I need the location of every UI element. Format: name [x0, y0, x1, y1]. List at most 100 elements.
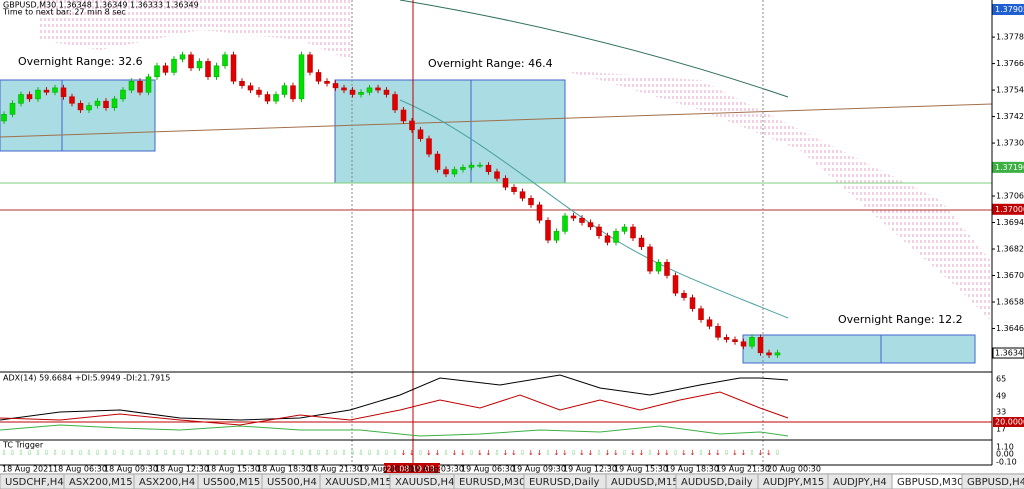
adx-tick: 49	[996, 392, 1006, 401]
tab-label[interactable]: GBPUSD,M30	[897, 477, 964, 488]
x-tick-label: 19 Aug 12:30	[563, 465, 617, 474]
candle	[154, 65, 160, 78]
tc-arrow: ↓	[503, 449, 509, 457]
candle	[103, 100, 109, 108]
tab[interactable]	[961, 473, 1024, 489]
price-tag	[992, 203, 1024, 215]
candle	[137, 80, 143, 93]
tc-arrows: ⇩ ⇩ ⇩ ⇩ ⇩ ⇩ ⇩ ⇩ ⇩ ⇩ ⇩ ⇩ ⇩ ⇩ ⇩ ⇩ ⇩ ⇩ ⇩ ⇩ ⇩ ⇩ ⇩ ⇩ ⇩ ⇩ ⇩ ⇩ ⇩ ⇩ ⇩ ⇩ ⇩ ⇩ ⇩ ⇩ ⇩ ⇩ ⇩ ⇩…	[1, 449, 780, 457]
adx-level: 20.0000	[995, 418, 1024, 427]
tc-arrow: ⇩	[1, 449, 7, 457]
tc-arrow: ↓	[588, 449, 594, 457]
tc-arrow: ⇩	[231, 449, 237, 457]
candle	[613, 231, 619, 243]
cloud	[40, 0, 350, 60]
tab-label[interactable]: XAUUSD,M15	[325, 477, 392, 488]
tab-label[interactable]: ASX200,M15	[69, 477, 133, 488]
tc-arrow: ↓	[605, 449, 611, 457]
tab-label[interactable]: ASX200,H4	[139, 477, 195, 488]
candle	[409, 120, 415, 131]
tc-arrow: ⇩	[418, 449, 424, 457]
x-tick-label: 18 Aug 15:30	[206, 465, 260, 474]
candle	[256, 89, 262, 95]
candle	[664, 262, 670, 276]
candle	[332, 83, 339, 89]
price-tag-label: 1.37905	[995, 5, 1024, 14]
tab-label[interactable]: EURUSD,M30	[459, 477, 525, 488]
annotation: Overnight Range: 32.6	[18, 55, 143, 68]
candle	[273, 94, 279, 102]
candle	[358, 92, 364, 95]
tab-label[interactable]: US500,M15	[203, 477, 260, 488]
x-tick-label: 19 Aug 15:30	[614, 465, 668, 474]
candle	[392, 94, 398, 111]
candle	[205, 61, 211, 78]
candle	[749, 337, 755, 347]
tc-tick: -0.10	[996, 458, 1017, 467]
tc-arrow: ⇩	[61, 449, 67, 457]
tc-arrow: ⇩	[647, 449, 653, 457]
candle	[706, 319, 713, 327]
candle	[766, 352, 772, 356]
tc-arrow: ⇩	[596, 449, 602, 457]
tc-arrow: ⇩	[324, 449, 330, 457]
tc-arrow: ↓	[639, 449, 645, 457]
candle	[519, 191, 526, 199]
y-tick-label: 1.37060	[996, 192, 1024, 201]
tc-arrow: ⇩	[698, 449, 704, 457]
candle	[587, 222, 594, 228]
adx-label: ADX(14) 59.6684 +DI:5.9949 -DI:21.7915	[3, 374, 170, 383]
candle	[247, 85, 254, 91]
x-tick-label: 18 Aug 12:30	[155, 465, 209, 474]
tab-label[interactable]: AUDJPY,H4	[833, 477, 887, 488]
timer: Time to next bar: 27 min 8 sec	[2, 8, 126, 17]
tc-arrow: ↓	[452, 449, 458, 457]
tab-label[interactable]: AUDJPY,M15	[763, 477, 824, 488]
tc-arrow: ⇩	[265, 449, 271, 457]
y-tick-label: 1.37780	[996, 33, 1024, 42]
candle	[341, 87, 347, 91]
candle	[162, 65, 169, 73]
adx-tick: 17	[996, 425, 1006, 434]
tc-arrow: ⇩	[129, 449, 135, 457]
tab-label[interactable]: GBPUSD,H4	[967, 477, 1024, 488]
tc-arrow: ⇩	[299, 449, 305, 457]
ma-line	[0, 103, 993, 138]
tc-arrow: ⇩	[724, 449, 730, 457]
tc-arrow: ⇩	[520, 449, 526, 457]
tc-arrow: ⇩	[214, 449, 220, 457]
candle	[9, 103, 16, 115]
y-tick-label: 1.37540	[996, 86, 1024, 95]
tab-label[interactable]: AUDUSD,Daily	[681, 477, 753, 488]
candle	[511, 186, 517, 192]
tc-arrow: ↓	[758, 449, 764, 457]
candle	[672, 275, 679, 294]
tc-arrow: ⇩	[392, 449, 398, 457]
tab-label[interactable]: XAUUSD,H4	[395, 477, 454, 488]
y-tick-label: 1.37420	[996, 112, 1024, 121]
y-tick-label: 1.37660	[996, 59, 1024, 68]
adx-line	[0, 374, 789, 421]
tab-label[interactable]: EURUSD,Daily	[529, 477, 600, 488]
candle	[230, 54, 237, 82]
x-tick-label: 18 Aug 21:30	[308, 465, 362, 474]
tc-arrow: ↓	[477, 449, 483, 457]
tc-arrow: ⇩	[44, 449, 50, 457]
candle	[596, 226, 602, 237]
x-tick-label: 18 Aug 09:30	[104, 465, 158, 474]
candle	[417, 129, 424, 139]
y-tick-label: 1.36940	[996, 218, 1024, 227]
candle	[494, 171, 500, 179]
tab-label[interactable]: AUDUSD,M15	[611, 477, 679, 488]
x-tick-label: 19 Aug 09:30	[512, 465, 566, 474]
tab-label[interactable]: USDCHF,H4	[5, 477, 64, 488]
tab-label[interactable]: US500,H4	[267, 477, 317, 488]
price-tag	[992, 3, 1024, 15]
y-tick-label: 1.36700	[996, 271, 1024, 280]
tc-arrow: ⇩	[749, 449, 755, 457]
candle	[69, 96, 75, 104]
candle	[485, 164, 492, 173]
tc-arrow: ↓	[435, 449, 441, 457]
